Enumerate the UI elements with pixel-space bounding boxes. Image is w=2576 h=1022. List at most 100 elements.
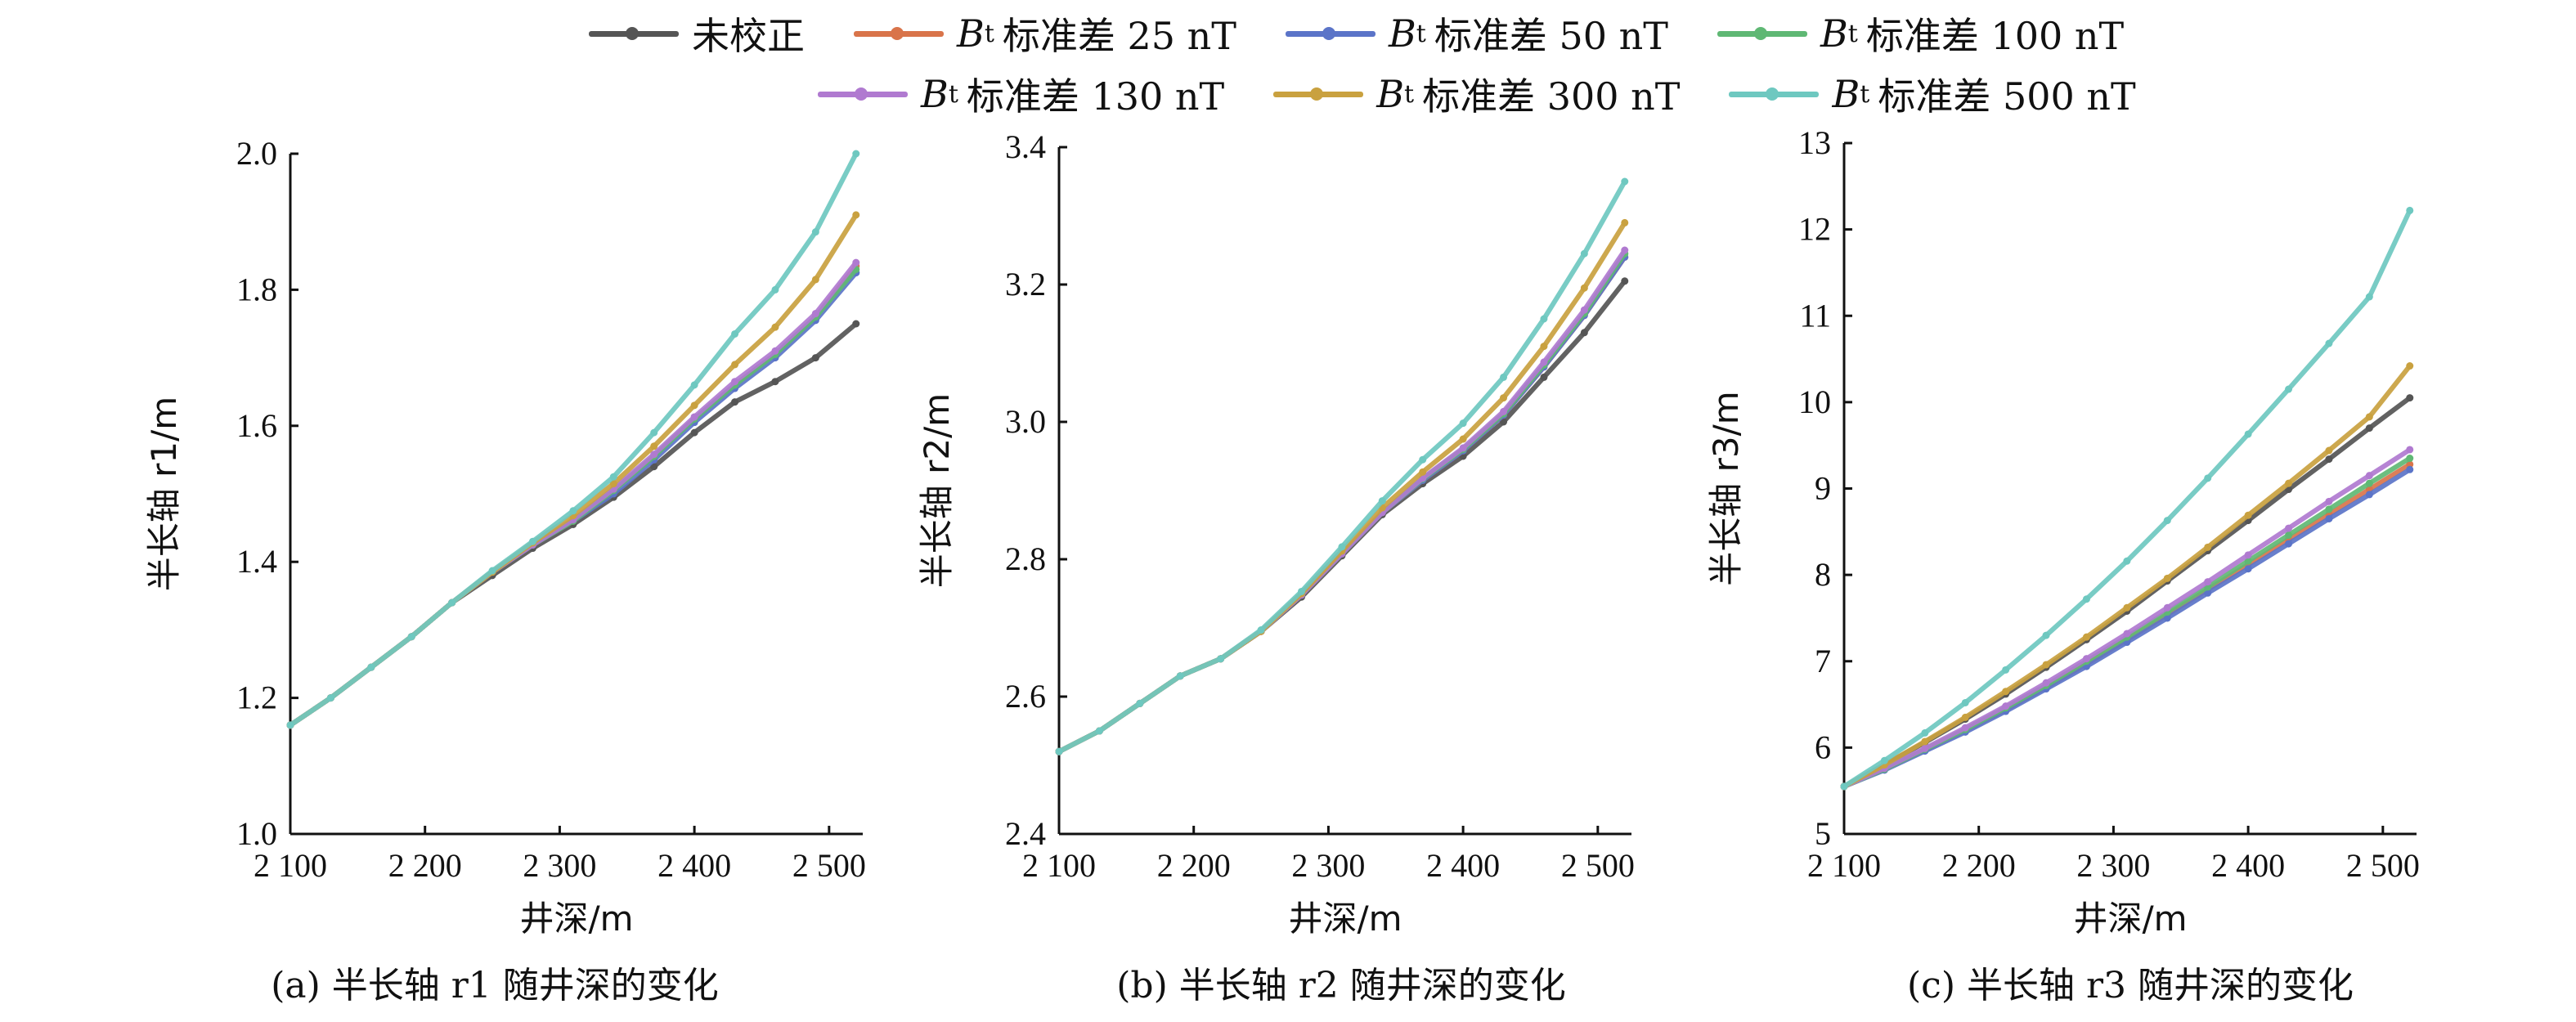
series-line [288, 270, 859, 728]
chart-panel-1: 1.0 1.2 1.4 1.6 1.8 2.0 2 100 2 200 2 300 2 400 2 … [144, 135, 866, 1006]
data-point [2204, 578, 2212, 586]
legend-swatch [1273, 87, 1364, 101]
data-point [1459, 419, 1467, 428]
data-point [1961, 724, 1969, 732]
y-tick-label: 3.0 [1005, 403, 1046, 440]
series-line [1057, 254, 1627, 755]
y-tick-label: 6 [1815, 728, 1831, 765]
data-point [2406, 394, 2414, 402]
data-point [2406, 465, 2414, 473]
data-point [2406, 362, 2414, 370]
data-point [2244, 565, 2252, 573]
y-tick-label: 13 [1798, 124, 1831, 161]
series-line [1842, 447, 2412, 789]
x-axis-title: 井深/m [1288, 899, 1402, 939]
data-point [2082, 655, 2090, 663]
data-point [2244, 557, 2252, 565]
data-point [1540, 373, 1548, 381]
legend-label: 标准差 100 nT [1865, 14, 2125, 58]
data-point [1378, 497, 1386, 505]
x-tick-label: 2 400 [1426, 847, 1500, 884]
series-3 [1055, 253, 1629, 755]
legend-swatch [1729, 87, 1820, 101]
legend-variable-subscript: t [948, 79, 958, 109]
series-6 [1840, 362, 2414, 791]
legend-label: 标准差 300 nT [1422, 74, 1681, 119]
data-point [2244, 430, 2252, 438]
data-point [2123, 603, 2131, 612]
data-point [1176, 672, 1184, 680]
data-point [1297, 587, 1305, 595]
data-point [2325, 446, 2333, 455]
data-point [811, 354, 819, 362]
data-point [1621, 177, 1629, 186]
data-point [1880, 756, 1888, 764]
series-6 [1055, 218, 1629, 755]
x-axis-title: 井深/m [519, 899, 633, 939]
legend-variable: B [957, 11, 985, 56]
data-point [731, 361, 739, 369]
data-point [2163, 614, 2171, 622]
panel-caption: (b) 半长轴 r2 随井深的变化 [1116, 965, 1565, 1006]
y-tick-label: 1.2 [236, 679, 277, 716]
data-point [2082, 595, 2090, 603]
data-point [650, 463, 658, 471]
data-point [2042, 631, 2050, 639]
data-point [1621, 277, 1629, 285]
data-point [2325, 455, 2333, 464]
legend-label: 标准差 25 nT [1002, 14, 1236, 58]
data-point [1540, 343, 1548, 351]
legend-label: 标准差 50 nT [1434, 14, 1668, 58]
data-point [2406, 460, 2414, 468]
data-point [811, 276, 819, 284]
series-7 [1055, 177, 1629, 755]
data-point [852, 211, 860, 219]
x-tick-label: 2 100 [1807, 847, 1881, 884]
data-point [2325, 339, 2333, 347]
series-4 [1055, 249, 1629, 755]
y-tick-label: 1.8 [236, 271, 277, 307]
series-5 [1840, 446, 2414, 791]
data-point [1840, 782, 1848, 791]
data-point [609, 480, 617, 488]
data-point [690, 401, 698, 410]
legend-variable-subscript: t [1416, 19, 1426, 48]
data-point [2365, 472, 2373, 480]
data-point [852, 258, 860, 267]
legend-variable: B [1820, 11, 1848, 56]
data-point [1580, 306, 1588, 314]
data-point [1961, 698, 1969, 706]
x-tick-label: 2 500 [1561, 847, 1635, 884]
data-point [2042, 661, 2050, 669]
data-point [2325, 497, 2333, 505]
data-point [2082, 633, 2090, 641]
y-tick-label: 2.8 [1005, 540, 1046, 577]
legend-variable: B [1388, 11, 1416, 56]
data-point [528, 537, 536, 545]
data-point [1419, 468, 1427, 476]
legend-swatch [589, 27, 679, 40]
data-point [2325, 514, 2333, 522]
data-point [1961, 713, 1969, 721]
legend-label: 标准差 500 nT [1878, 74, 2136, 119]
series-3 [286, 269, 860, 729]
data-point [2163, 574, 2171, 582]
y-tick-label: 10 [1798, 383, 1831, 420]
data-point [2365, 293, 2373, 301]
data-point [731, 329, 739, 338]
series-2 [1055, 253, 1629, 755]
x-tick-label: 2 400 [657, 847, 731, 884]
series-line [1057, 254, 1627, 755]
data-point [2042, 679, 2050, 687]
x-tick-label: 2 100 [254, 847, 327, 884]
data-point [650, 450, 658, 459]
data-point [1540, 358, 1548, 366]
data-point [1338, 543, 1346, 551]
data-point [1621, 246, 1629, 254]
